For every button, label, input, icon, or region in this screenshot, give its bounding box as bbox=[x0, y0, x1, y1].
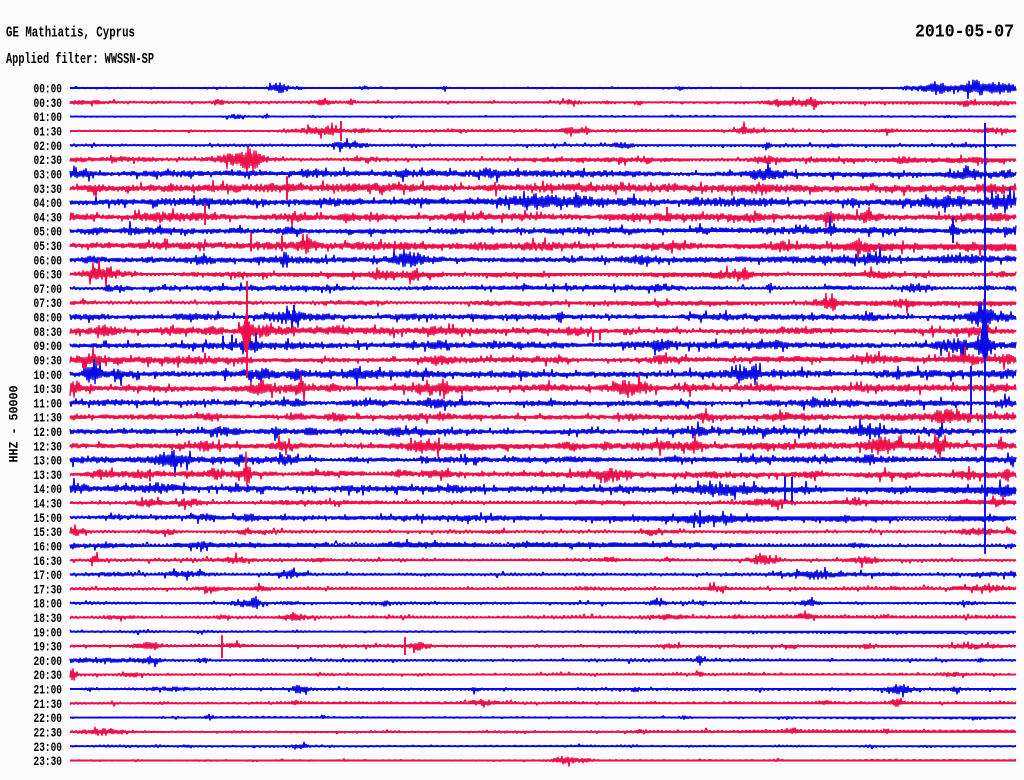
svg-text:14:30: 14:30 bbox=[34, 498, 63, 512]
svg-text:20:30: 20:30 bbox=[34, 669, 63, 683]
svg-text:23:00: 23:00 bbox=[34, 741, 63, 755]
svg-text:16:30: 16:30 bbox=[34, 555, 63, 569]
svg-text:14:00: 14:00 bbox=[34, 483, 63, 497]
svg-text:GE Mathiatis, Cyprus: GE Mathiatis, Cyprus bbox=[6, 26, 135, 42]
svg-text:03:00: 03:00 bbox=[34, 169, 63, 183]
svg-text:12:00: 12:00 bbox=[34, 426, 63, 440]
svg-text:08:00: 08:00 bbox=[34, 312, 63, 326]
svg-text:15:00: 15:00 bbox=[34, 512, 63, 526]
svg-text:13:00: 13:00 bbox=[34, 455, 63, 469]
svg-text:2010-05-07: 2010-05-07 bbox=[915, 22, 1014, 43]
svg-text:13:30: 13:30 bbox=[34, 469, 63, 483]
svg-text:05:30: 05:30 bbox=[34, 240, 63, 254]
svg-text:08:30: 08:30 bbox=[34, 326, 63, 340]
svg-text:20:00: 20:00 bbox=[34, 655, 63, 669]
svg-text:10:00: 10:00 bbox=[34, 369, 63, 383]
svg-text:17:30: 17:30 bbox=[34, 583, 63, 597]
svg-text:11:30: 11:30 bbox=[34, 412, 63, 426]
svg-text:04:30: 04:30 bbox=[34, 211, 63, 225]
svg-text:05:00: 05:00 bbox=[34, 226, 63, 240]
svg-text:01:30: 01:30 bbox=[34, 126, 63, 140]
svg-text:00:00: 00:00 bbox=[34, 83, 63, 97]
svg-text:17:00: 17:00 bbox=[34, 569, 63, 583]
svg-text:23:30: 23:30 bbox=[34, 755, 63, 769]
svg-text:19:30: 19:30 bbox=[34, 641, 63, 655]
svg-text:19:00: 19:00 bbox=[34, 626, 63, 640]
svg-text:01:00: 01:00 bbox=[34, 111, 63, 125]
svg-text:12:30: 12:30 bbox=[34, 440, 63, 454]
svg-text:00:30: 00:30 bbox=[34, 97, 63, 111]
svg-text:04:00: 04:00 bbox=[34, 197, 63, 211]
svg-text:21:30: 21:30 bbox=[34, 698, 63, 712]
svg-text:22:30: 22:30 bbox=[34, 727, 63, 741]
svg-text:10:30: 10:30 bbox=[34, 383, 63, 397]
svg-text:18:30: 18:30 bbox=[34, 612, 63, 626]
svg-text:09:30: 09:30 bbox=[34, 355, 63, 369]
svg-text:15:30: 15:30 bbox=[34, 526, 63, 540]
svg-text:06:00: 06:00 bbox=[34, 254, 63, 268]
svg-text:06:30: 06:30 bbox=[34, 269, 63, 283]
svg-text:07:00: 07:00 bbox=[34, 283, 63, 297]
svg-text:18:00: 18:00 bbox=[34, 598, 63, 612]
svg-text:03:30: 03:30 bbox=[34, 183, 63, 197]
svg-text:07:30: 07:30 bbox=[34, 297, 63, 311]
svg-text:21:00: 21:00 bbox=[34, 684, 63, 698]
svg-text:22:00: 22:00 bbox=[34, 712, 63, 726]
svg-text:HHZ - 50000: HHZ - 50000 bbox=[7, 385, 22, 462]
svg-text:16:00: 16:00 bbox=[34, 541, 63, 555]
svg-text:Applied filter: WWSSN-SP: Applied filter: WWSSN-SP bbox=[6, 52, 154, 68]
svg-text:11:00: 11:00 bbox=[34, 397, 63, 411]
svg-text:02:00: 02:00 bbox=[34, 140, 63, 154]
svg-text:09:00: 09:00 bbox=[34, 340, 63, 354]
svg-text:02:30: 02:30 bbox=[34, 154, 63, 168]
